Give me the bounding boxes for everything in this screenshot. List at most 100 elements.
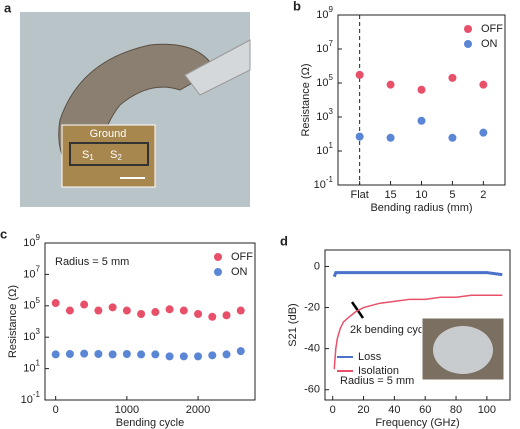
chart: d -60 -40 -20 0 0 20 40 60 80 100 Frequency (GHz) S2…: [280, 233, 511, 429]
point: [448, 73, 457, 82]
x-tick-label: 2000: [186, 404, 210, 416]
point: [122, 306, 131, 315]
x-axis-label: Bending radius (mm): [370, 202, 472, 214]
annotation: 2k bending cycle: [350, 324, 432, 336]
point: [417, 116, 426, 125]
point: [194, 352, 203, 361]
y-tick-label: 10-1: [314, 175, 334, 191]
annotation: Radius = 5 mm: [55, 256, 129, 268]
y-tick-label: -20: [304, 301, 320, 313]
point: [165, 305, 174, 314]
legend-label: OFF: [481, 23, 503, 35]
point: [479, 80, 488, 89]
photo-panel: a Ground S1 S2: [4, 0, 251, 207]
panel-label: a: [4, 0, 12, 15]
y-tick-label: 10-1: [21, 390, 41, 406]
legend-label: ON: [481, 38, 498, 50]
point: [448, 133, 457, 142]
y-axis-label: Resistance (Ω): [7, 285, 19, 358]
legend-swatch: [464, 40, 472, 48]
x-tick-label: 40: [388, 404, 400, 416]
legend-label: ON: [231, 266, 248, 278]
x-tick-label: 2: [480, 189, 486, 201]
x-tick-label: Flat: [350, 189, 368, 201]
legend-swatch: [214, 253, 222, 261]
x-axis-label: Bending cycle: [116, 417, 185, 429]
x-tick-label: 5: [449, 189, 455, 201]
point: [179, 306, 188, 315]
y-tick-label: 101: [23, 359, 40, 375]
inset-text: Ground: [90, 128, 127, 140]
legend-swatch: [214, 268, 222, 276]
point: [222, 311, 231, 320]
x-tick-label: 20: [357, 404, 369, 416]
point: [236, 347, 245, 356]
inset: [61, 124, 156, 188]
panel-label: d: [280, 233, 288, 248]
y-axis-label: Resistance (Ω): [300, 63, 312, 136]
y-tick-label: 103: [23, 327, 40, 343]
point: [386, 80, 395, 89]
legend-label: Loss: [358, 351, 382, 363]
x-tick-label: 1000: [115, 404, 139, 416]
point: [151, 350, 160, 359]
x-tick-label: 80: [450, 404, 462, 416]
point: [80, 300, 89, 309]
point: [122, 350, 131, 359]
point: [236, 306, 245, 315]
s2: S: [110, 149, 117, 161]
y-tick-label: 109: [23, 233, 40, 249]
point: [355, 70, 364, 79]
x-tick-label: 15: [384, 189, 396, 201]
point: [65, 350, 74, 359]
point: [137, 350, 146, 359]
inset-photo-part: [433, 326, 493, 374]
point: [51, 299, 60, 308]
s2-sub: 2: [117, 153, 122, 162]
y-tick-label: 105: [316, 73, 333, 89]
annotation: Radius = 5 mm: [340, 375, 414, 387]
plot-frame: [44, 242, 256, 401]
point: [179, 352, 188, 361]
point: [80, 349, 89, 358]
y-tick-label: 101: [316, 141, 333, 157]
y-tick-label: 109: [316, 5, 333, 21]
x-tick-label: 60: [419, 404, 431, 416]
point: [108, 303, 117, 312]
point: [94, 306, 103, 315]
inset-text: S1: [82, 149, 94, 162]
line: [332, 271, 503, 278]
inset-text: S2: [110, 149, 122, 162]
point: [151, 308, 160, 317]
point: [222, 350, 231, 359]
point: [355, 132, 364, 141]
point: [137, 310, 146, 319]
y-tick-label: -40: [304, 343, 320, 355]
legend-swatch: [464, 25, 472, 33]
panel-label: b: [293, 0, 301, 13]
point: [108, 350, 117, 359]
x-tick-label: 0: [53, 404, 59, 416]
y-tick-label: 107: [316, 39, 333, 55]
point: [208, 312, 217, 321]
point: [386, 133, 395, 142]
point: [51, 350, 60, 359]
plot-frame: [337, 14, 506, 186]
x-tick-label: 100: [478, 404, 496, 416]
plot-frame: [324, 249, 511, 401]
legend-label: OFF: [231, 251, 253, 263]
point: [194, 310, 203, 319]
point: [417, 85, 426, 94]
s1-sub: 1: [89, 153, 94, 162]
y-tick-label: -60: [304, 384, 320, 396]
y-axis-label: S21 (dB): [287, 303, 299, 346]
device: [69, 142, 149, 166]
point: [208, 351, 217, 360]
point: [94, 350, 103, 359]
tweezers: [184, 39, 251, 96]
line: [333, 294, 503, 370]
x-tick-label: 0: [330, 404, 336, 416]
y-tick-label: 103: [316, 107, 333, 123]
